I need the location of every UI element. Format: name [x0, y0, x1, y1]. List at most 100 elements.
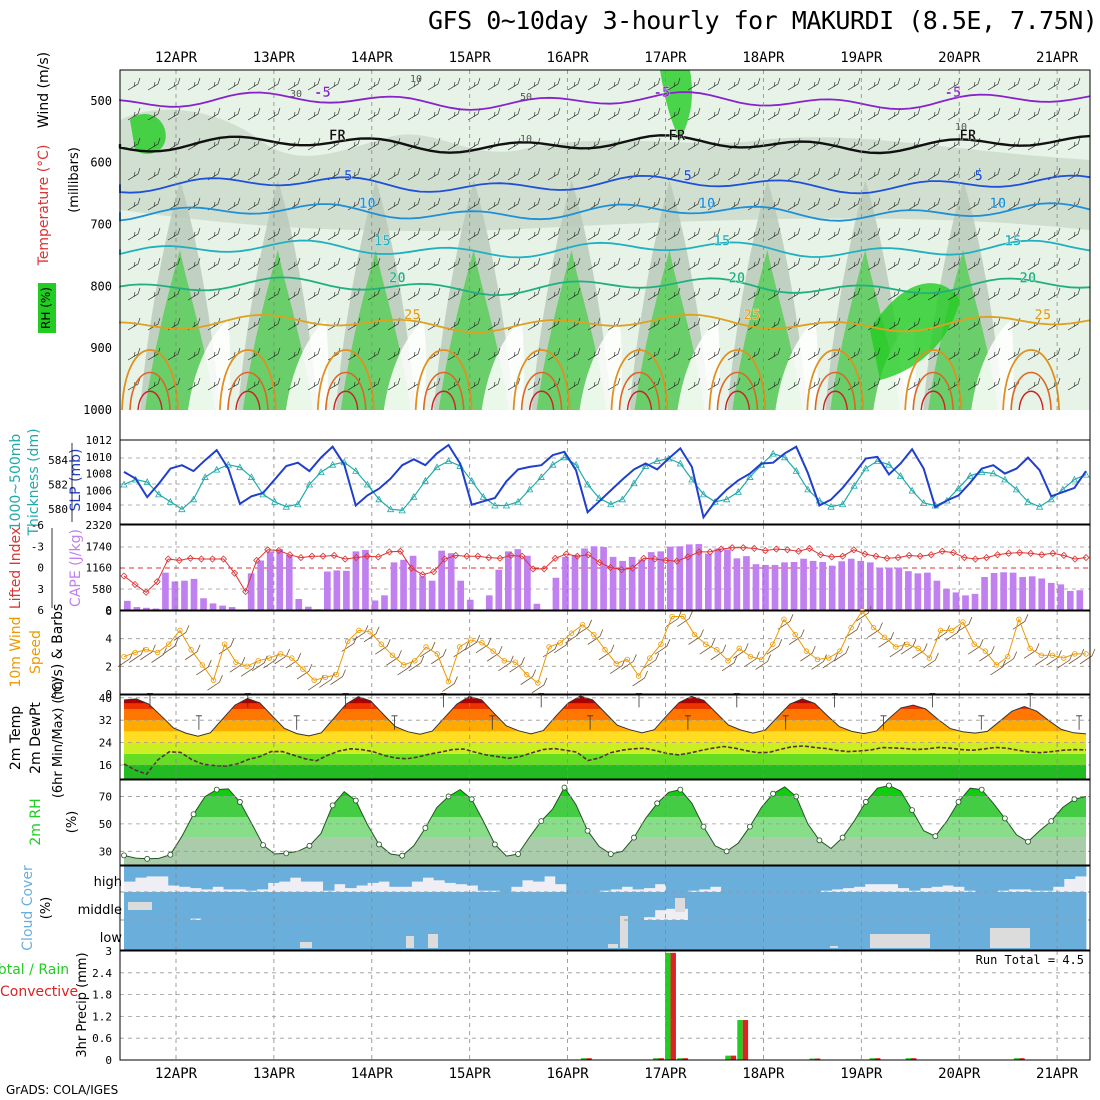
- minmax-whisker: [880, 715, 887, 730]
- wind-barb: [227, 197, 241, 211]
- rh-green-patch-1: [660, 70, 692, 140]
- wind-barb: [1027, 257, 1041, 271]
- thickness-point: [630, 479, 638, 487]
- rh2m-point: [955, 799, 962, 805]
- cloud-low-bar: [831, 920, 844, 950]
- cloud-low-bar: [223, 920, 235, 950]
- wind-speed-label-1: 30: [290, 89, 302, 100]
- wind-barb: [287, 167, 301, 181]
- cloud-low-bar: [267, 920, 280, 950]
- cloud-middle-bar: [278, 892, 291, 920]
- wind-barb: [867, 227, 881, 241]
- wind-speed-line: [123, 610, 1086, 684]
- wind-speed-label-2: 50: [520, 92, 532, 103]
- wind-barb: [467, 377, 481, 391]
- wind-barb: [307, 257, 321, 271]
- wind-barb-10m: [207, 675, 223, 691]
- thickness-point: [537, 473, 545, 480]
- cloud-low-bar: [809, 920, 822, 950]
- cloud-low-bar: [732, 920, 744, 950]
- cape-bar: [952, 592, 960, 610]
- cloud-low-bar: [721, 920, 733, 950]
- wind-barb: [827, 77, 841, 91]
- isotherm-40-loop-1: [235, 390, 261, 411]
- isotherm-label-5-0: 5: [344, 168, 352, 184]
- cloud-low-bar: [1030, 920, 1043, 950]
- wind-barb: [647, 77, 661, 91]
- isotherm-label-20-2: 20: [1020, 270, 1037, 286]
- wind-speed-label-3: 10: [520, 134, 532, 145]
- rh2m-point: [190, 811, 197, 818]
- cloud-low-bar: [698, 920, 711, 950]
- wind-barb: [567, 287, 581, 301]
- wind-barb: [407, 107, 421, 121]
- rh2m-point: [1025, 838, 1031, 845]
- precip-total-bar: [905, 1058, 912, 1060]
- cloud-high-bar: [201, 866, 213, 890]
- run-total-label: Run Total = 4.5: [976, 953, 1084, 967]
- thickness-point: [1047, 495, 1055, 503]
- cape-bar: [819, 562, 826, 610]
- wind-barb: [627, 287, 641, 301]
- wind-barb: [467, 137, 481, 151]
- cape-bar: [1009, 572, 1017, 610]
- cloud-low-bar: [533, 920, 545, 950]
- cape-bar: [657, 551, 665, 610]
- wind-barb: [667, 167, 681, 181]
- wind-barb: [507, 197, 521, 211]
- wind-barb: [1067, 377, 1081, 391]
- cloud-low-bar: [754, 920, 766, 950]
- wind-barb: [967, 227, 981, 241]
- lifted-point: [662, 556, 670, 564]
- wind-barb: [527, 317, 541, 331]
- isotherm-40-loop-6: [724, 390, 751, 411]
- wind-barb: [1067, 77, 1081, 91]
- cape-bar: [562, 556, 569, 610]
- cloud-low-bar: [776, 920, 788, 950]
- wind-barb-10m: [598, 644, 615, 661]
- precip-convective-bar: [682, 1058, 688, 1060]
- cloud-clear-patch: [428, 934, 438, 948]
- wind-barb-10m: [766, 639, 783, 655]
- wind-barb: [327, 287, 341, 301]
- lifted-point: [971, 555, 979, 563]
- wind-barb: [347, 107, 361, 121]
- thickness-point: [792, 467, 800, 474]
- lifted-point: [208, 555, 217, 563]
- cape-bar: [600, 546, 607, 610]
- wind-barb: [207, 377, 221, 391]
- wind-barb: [687, 377, 701, 391]
- wind-barb: [987, 77, 1001, 91]
- wind-barb: [187, 167, 201, 181]
- minmax-whisker: [244, 693, 251, 708]
- cape-bar: [343, 570, 350, 610]
- cloud-high-bar: [378, 866, 390, 882]
- wind-barb: [287, 227, 301, 241]
- wind-barb: [507, 227, 521, 241]
- pressure-tick-4: 900: [90, 341, 112, 355]
- wind-barb: [307, 107, 321, 121]
- wind-barb-10m: [319, 672, 335, 688]
- cape-tick-3: 1740: [86, 540, 113, 553]
- wind-barb: [307, 377, 321, 391]
- wind-barb-10m: [1035, 650, 1051, 666]
- rh2m-point: [746, 823, 753, 830]
- cloud-middle-bar: [566, 892, 578, 920]
- cape-bar: [228, 607, 236, 610]
- wind-barb: [1047, 227, 1061, 241]
- wind-barb: [387, 377, 401, 391]
- cape-bar: [276, 549, 284, 610]
- wind-barb: [707, 77, 721, 91]
- cape-bar: [1019, 577, 1026, 610]
- precip-tick-4: 2.4: [92, 967, 112, 980]
- wind-barb: [287, 287, 301, 301]
- cloud-high-bar: [533, 866, 545, 882]
- cloud-low-bar: [787, 920, 799, 950]
- wind-barb: [587, 77, 601, 91]
- isotherm-35-loop-6: [716, 371, 759, 411]
- cloud-low-bar: [842, 920, 855, 950]
- cape-bar: [1000, 572, 1007, 610]
- isotherm-25: [119, 313, 1091, 334]
- wind-barb-10m: [576, 619, 592, 636]
- cloud-high-bar: [610, 866, 622, 890]
